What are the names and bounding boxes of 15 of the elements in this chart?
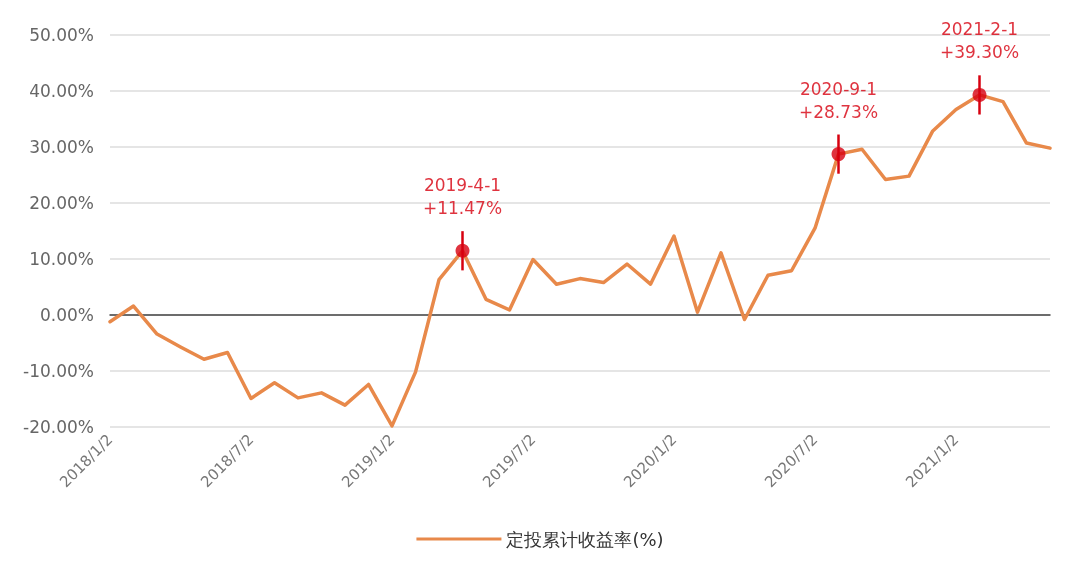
y-tick-label: 30.00% [29, 137, 94, 157]
legend-label: 定投累计收益率(%) [506, 528, 664, 550]
y-tick-label: -10.00% [23, 361, 94, 381]
y-tick-label: 40.00% [29, 81, 94, 101]
point [831, 147, 846, 162]
data-label: 2021-2-1 +39.30% [939, 19, 1020, 63]
data-label: 2020-9-1 +28.73% [798, 78, 879, 122]
point [972, 87, 987, 102]
y-tick-label: 50.00% [29, 25, 94, 45]
y-tick-label: 10.00% [29, 249, 94, 269]
y-tick-label: 0.00% [39, 305, 94, 325]
data-label: 2019-4-1 +11.47% [422, 175, 503, 219]
y-tick-label: 20.00% [29, 193, 94, 213]
point [455, 243, 470, 258]
y-tick-label: -20.00% [23, 417, 94, 437]
